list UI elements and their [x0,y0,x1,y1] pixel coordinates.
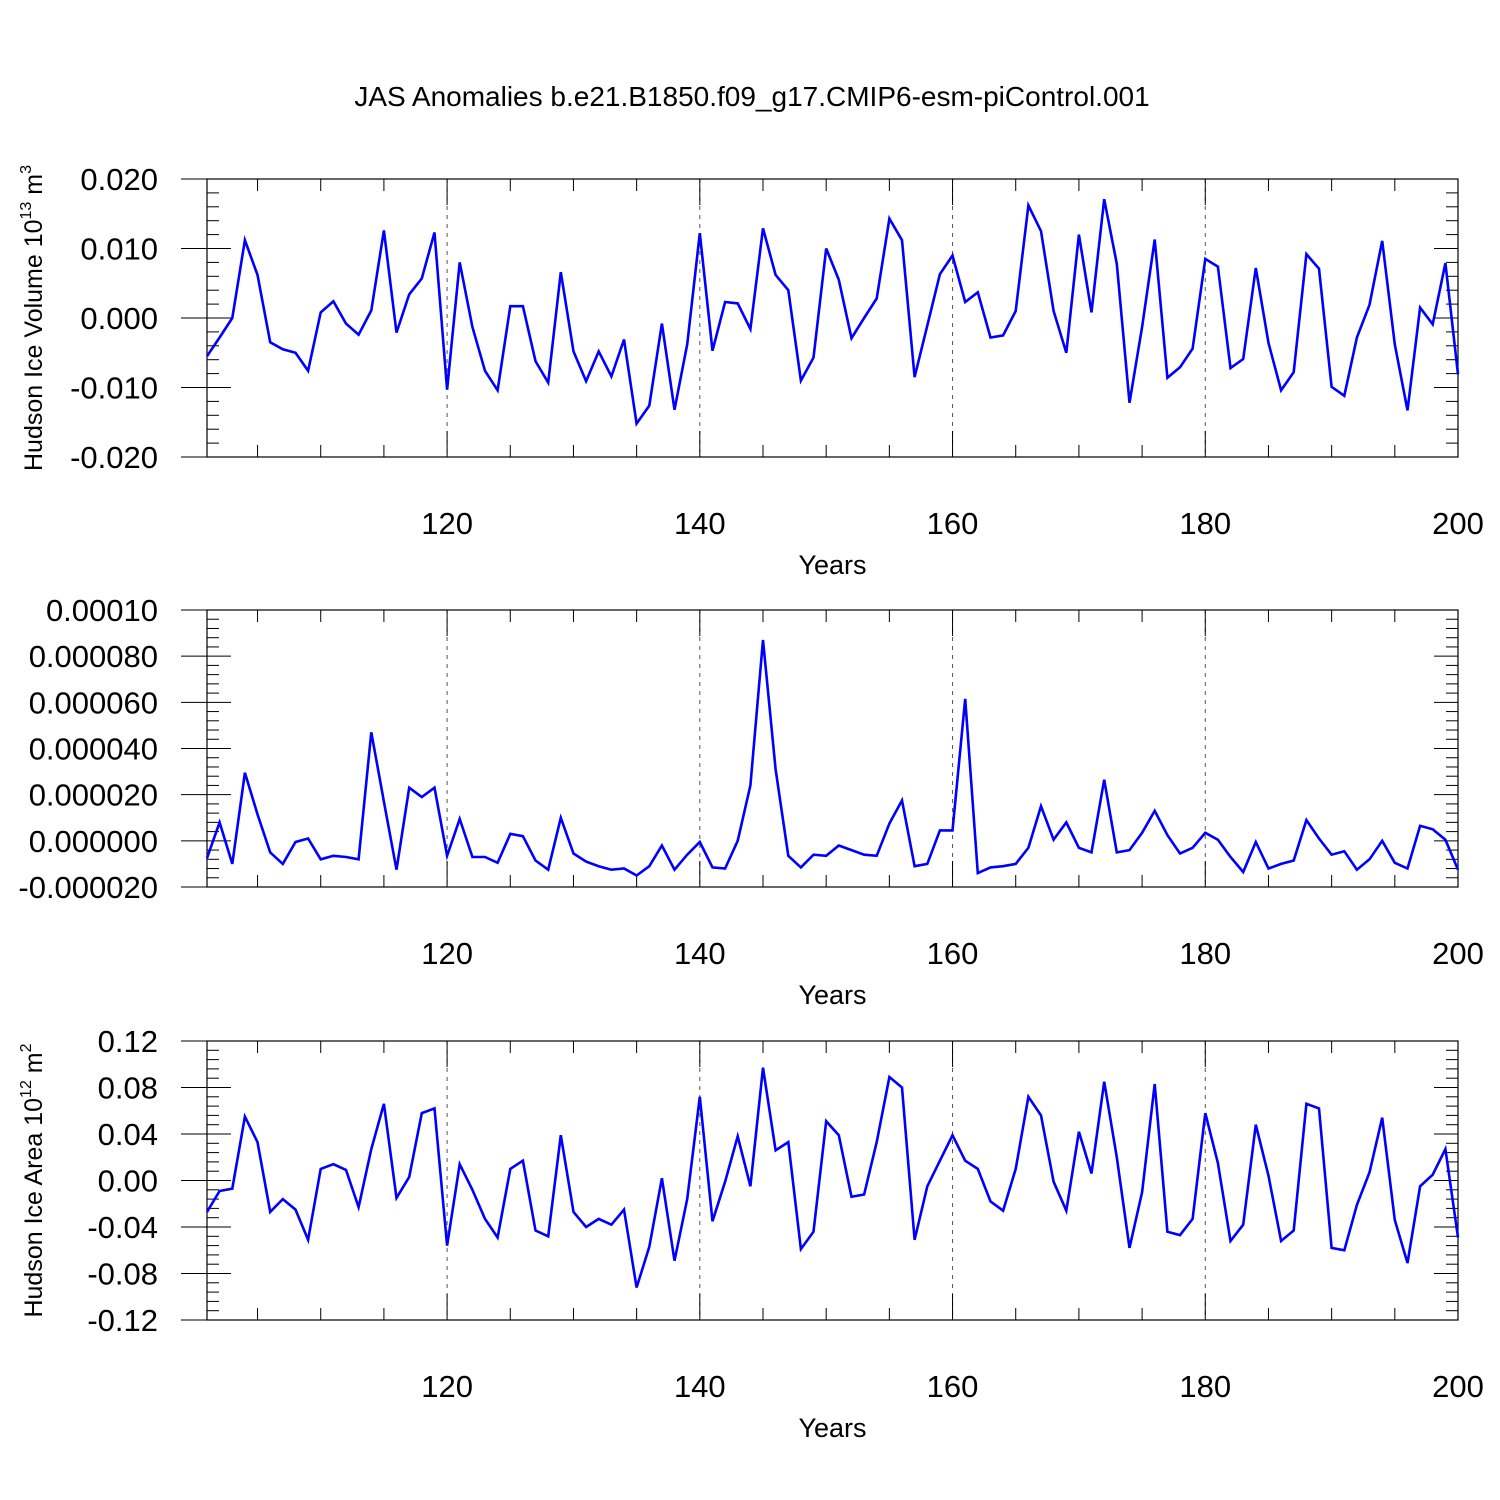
plot-frame [206,178,1459,458]
y-tick-label: 0.010 [80,232,158,267]
x-axis-label: Years [798,1413,866,1443]
y-tick-label: 0.020 [80,162,158,197]
y-tick-label: -0.12 [87,1303,158,1338]
x-axis-label: Years [798,980,866,1010]
panel-1: -0.020 -0.010 0.000 0.010 0.020 120 140 160 180 2… [18,162,1484,580]
plot-frame [206,609,1459,888]
y-tick-label: 0.000040 [29,732,158,767]
y-axis-label: Hudson Ice Volume 1013 m3 [18,165,48,471]
y-tick-label: 0.000080 [29,639,158,674]
y-tick-label: -0.000020 [18,870,158,905]
x-tick-label: 200 [1432,936,1484,971]
y-tick-label: 0.000060 [29,685,158,720]
y-axis-label: Hudson Ice Area 1012 m2 [18,1043,48,1317]
y-tick-label: 0.000020 [29,778,158,813]
y-tick-label: 0.04 [98,1117,158,1152]
series-line [205,639,1460,878]
x-tick-label: 160 [927,506,979,541]
x-tick-label: 180 [1179,506,1231,541]
x-tick-label: 140 [674,1369,726,1404]
y-tick-label: -0.010 [70,371,158,406]
series-line [205,198,1460,427]
x-tick-label: 140 [674,936,726,971]
y-tick-label: 0.08 [98,1071,158,1106]
y-tick-label: -0.08 [87,1257,158,1292]
panels-container: -0.020 -0.010 0.000 0.010 0.020 120 140 160 180 2… [18,162,1484,1443]
x-tick-label: 160 [927,936,979,971]
y-tick-label: 0.000000 [29,824,158,859]
plot-frame [206,1040,1459,1321]
x-tick-label: 200 [1432,1369,1484,1404]
x-tick-label: 180 [1179,936,1231,971]
x-tick-label: 180 [1179,1369,1231,1404]
x-tick-label: 200 [1432,506,1484,541]
x-tick-label: 120 [421,506,473,541]
x-tick-label: 140 [674,506,726,541]
panel-3: -0.12 -0.08 -0.04 0.00 0.04 0.08 0.12 120 140 160… [18,1024,1484,1443]
x-tick-label: 120 [421,936,473,971]
chart-title: JAS Anomalies b.e21.B1850.f09_g17.CMIP6-… [354,81,1149,112]
y-tick-label: -0.020 [70,440,158,475]
y-tick-label: 0.000 [80,301,158,336]
series-line [205,1067,1460,1288]
x-tick-label: 120 [421,1369,473,1404]
y-tick-label: 0.00 [98,1164,158,1199]
x-tick-label: 160 [927,1369,979,1404]
y-tick-label: 0.12 [98,1024,158,1059]
panel-2: -0.000020 0.000000 0.000020 0.000040 0.00006… [18,593,1483,1010]
x-axis-label: Years [798,550,866,580]
y-tick-label: 0.00010 [46,593,158,628]
y-tick-label: -0.04 [87,1210,158,1245]
